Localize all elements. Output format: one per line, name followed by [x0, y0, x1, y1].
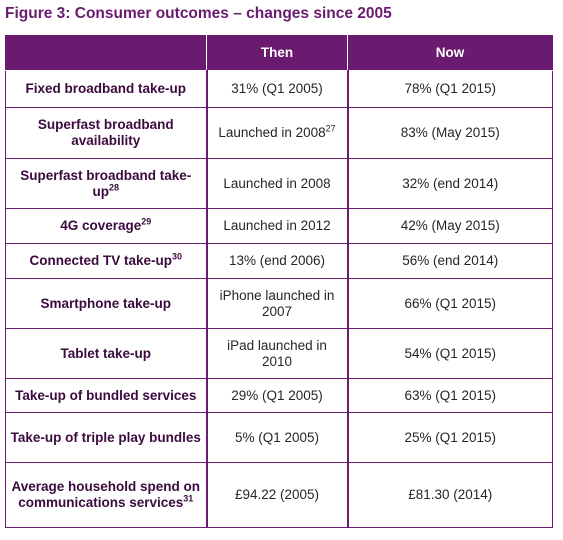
then-cell: Launched in 2012 — [206, 208, 349, 244]
table-row: Fixed broadband take-up 31% (Q1 2005) 78… — [5, 70, 553, 108]
then-cell: iPad launched in 2010 — [206, 328, 349, 379]
table-row: Smartphone take-up iPhone launched in 20… — [5, 278, 553, 329]
footnote-ref: 29 — [141, 216, 152, 227]
row-label: Take-up of triple play bundles — [5, 412, 208, 463]
table-row: Take-up of triple play bundles 5% (Q1 20… — [5, 412, 553, 463]
figure-title: Figure 3: Consumer outcomes – changes si… — [5, 5, 392, 22]
then-cell: Launched in 200827 — [206, 107, 349, 159]
row-label: Connected TV take-up30 — [5, 243, 208, 279]
row-label: Tablet take-up — [5, 328, 208, 379]
consumer-outcomes-table: Then Now Fixed broadband take-up 31% (Q1… — [5, 35, 553, 528]
now-cell: 78% (Q1 2015) — [347, 70, 553, 108]
now-cell: 83% (May 2015) — [347, 107, 553, 159]
row-label: Take-up of bundled services — [5, 378, 208, 413]
table-row: Take-up of bundled services 29% (Q1 2005… — [5, 378, 553, 413]
now-cell: 25% (Q1 2015) — [347, 412, 553, 463]
table-row: Average household spend on communication… — [5, 462, 553, 528]
table-row: 4G coverage29 Launched in 2012 42% (May … — [5, 208, 553, 244]
row-label: 4G coverage29 — [5, 208, 208, 244]
then-cell: 29% (Q1 2005) — [206, 378, 349, 413]
row-label: Superfast broadband take-up28 — [5, 158, 208, 209]
table-row: Superfast broadband availability Launche… — [5, 107, 553, 159]
footnote-ref: 27 — [325, 123, 336, 134]
footnote-ref: 28 — [108, 182, 119, 192]
header-now: Now — [347, 35, 553, 71]
row-label: Superfast broadband availability — [5, 107, 208, 159]
then-cell: 31% (Q1 2005) — [206, 70, 349, 108]
table-row: Connected TV take-up30 13% (end 2006) 56… — [5, 243, 553, 279]
then-cell: iPhone launched in 2007 — [206, 278, 349, 329]
then-cell: 13% (end 2006) — [206, 243, 349, 279]
row-label: Smartphone take-up — [5, 278, 208, 329]
then-cell: 5% (Q1 2005) — [206, 412, 349, 463]
now-cell: 32% (end 2014) — [347, 158, 553, 209]
then-cell: £94.22 (2005) — [206, 462, 349, 528]
table-row: Superfast broadband take-up28 Launched i… — [5, 158, 553, 209]
now-cell: 63% (Q1 2015) — [347, 378, 553, 413]
table-header-row: Then Now — [5, 35, 553, 71]
header-blank — [5, 35, 207, 71]
footnote-ref: 30 — [172, 251, 183, 262]
row-label: Fixed broadband take-up — [5, 70, 208, 108]
header-then: Then — [206, 35, 348, 71]
then-cell: Launched in 2008 — [206, 158, 349, 209]
row-label: Average household spend on communication… — [5, 462, 208, 528]
table-row: Tablet take-up iPad launched in 2010 54%… — [5, 328, 553, 379]
now-cell: 56% (end 2014) — [347, 243, 553, 279]
now-cell: 42% (May 2015) — [347, 208, 553, 244]
now-cell: £81.30 (2014) — [347, 462, 553, 528]
footnote-ref: 31 — [183, 493, 194, 504]
now-cell: 54% (Q1 2015) — [347, 328, 553, 379]
now-cell: 66% (Q1 2015) — [347, 278, 553, 329]
